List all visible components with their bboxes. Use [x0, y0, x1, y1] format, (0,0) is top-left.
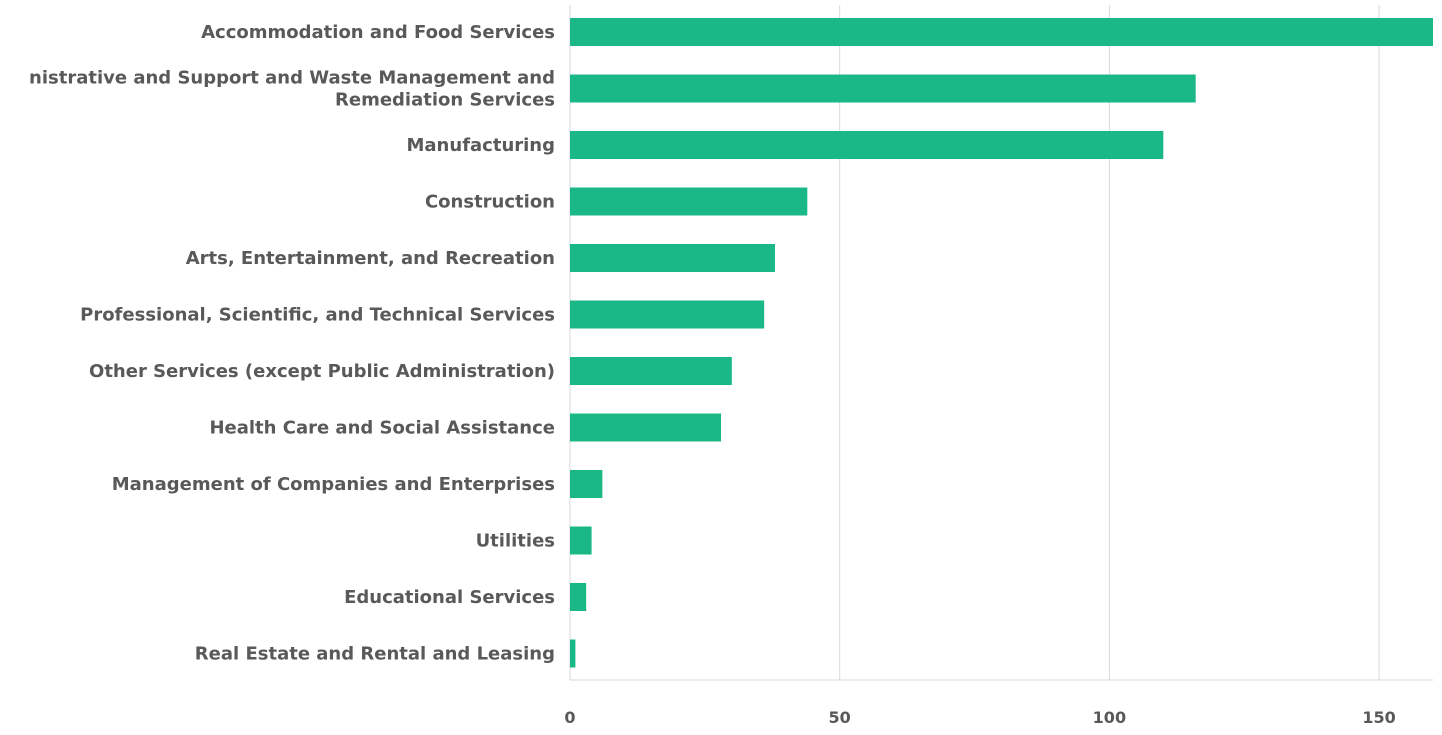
bars — [570, 18, 1433, 668]
bar — [570, 639, 576, 668]
category-label: Utilities — [476, 531, 555, 552]
category-label: Health Care and Social Assistance — [209, 418, 555, 439]
category-label: Professional, Scientific, and Technical … — [80, 305, 555, 326]
bar — [570, 244, 775, 272]
category-label: nistrative and Support and Waste Managem… — [29, 68, 555, 89]
bar — [570, 357, 732, 385]
bar — [570, 413, 722, 442]
x-tick-label: 100 — [1093, 708, 1126, 727]
category-label: Educational Services — [344, 587, 555, 608]
bar — [570, 470, 603, 498]
category-labels: Accommodation and Food Services nistrativ… — [29, 22, 555, 665]
bar — [570, 74, 1196, 103]
bar — [570, 526, 592, 555]
x-tick-label: 50 — [829, 708, 851, 727]
bar — [570, 187, 808, 216]
category-label: Manufacturing — [407, 135, 556, 156]
category-label: Construction — [425, 192, 555, 213]
category-label: Real Estate and Rental and Leasing — [195, 644, 555, 665]
x-tick-labels: 0 50 100 150 — [564, 708, 1395, 727]
gridlines — [569, 5, 1433, 681]
bar — [570, 18, 1433, 46]
bar — [570, 131, 1164, 159]
x-tick-label: 150 — [1362, 708, 1395, 727]
bar — [570, 583, 587, 611]
category-label: Management of Companies and Enterprises — [112, 474, 555, 495]
category-label: Arts, Entertainment, and Recreation — [186, 248, 555, 269]
category-label: Other Services (except Public Administra… — [89, 361, 555, 382]
bar — [570, 300, 765, 329]
category-label: Accommodation and Food Services — [201, 22, 555, 43]
category-label: Remediation Services — [335, 90, 555, 111]
x-tick-label: 0 — [564, 708, 575, 727]
